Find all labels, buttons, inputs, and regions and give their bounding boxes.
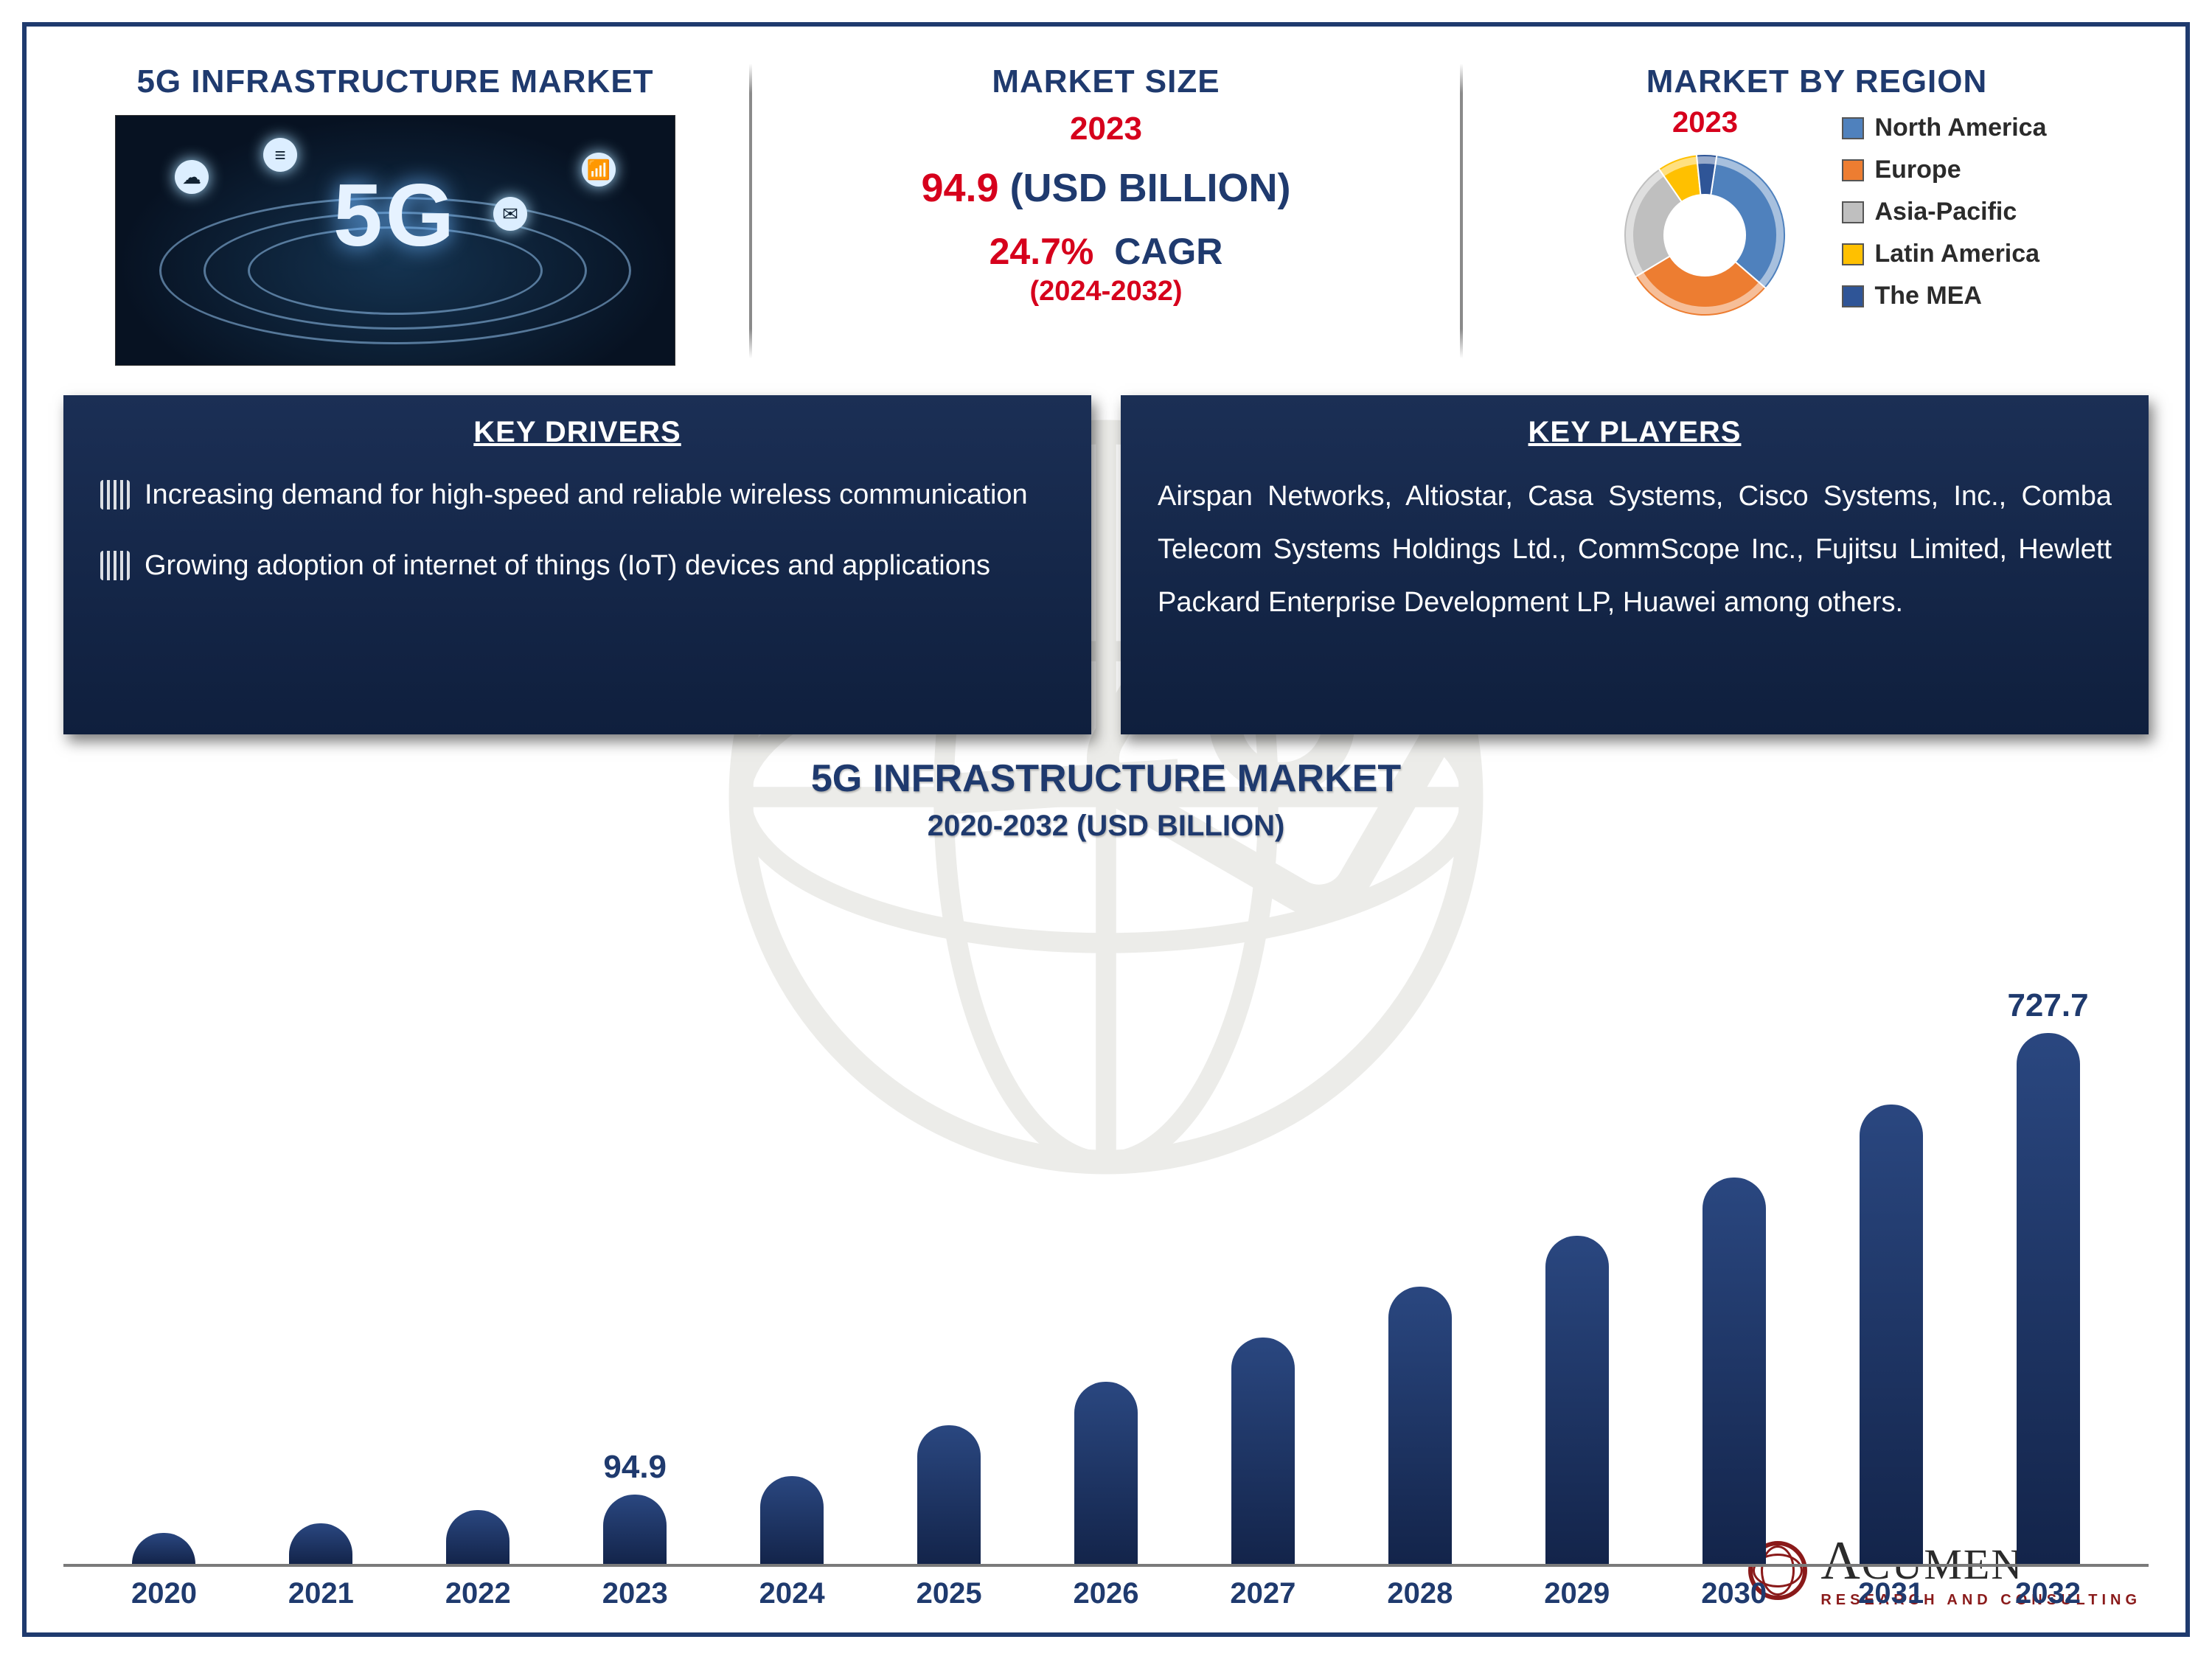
bar	[1388, 1287, 1452, 1564]
bar-column	[1655, 867, 1812, 1564]
bar	[446, 1510, 509, 1564]
xaxis-label: 2026	[1028, 1577, 1185, 1610]
bar-column	[1341, 867, 1498, 1564]
xaxis-label: 2024	[714, 1577, 871, 1610]
bar-value-label: 94.9	[603, 1449, 667, 1486]
legend-item: The MEA	[1842, 282, 2046, 310]
xaxis-label: 2025	[871, 1577, 1028, 1610]
bar	[1231, 1338, 1295, 1564]
driver-item: Increasing demand for high-speed and rel…	[100, 470, 1054, 520]
legend-item: Latin America	[1842, 240, 2046, 268]
players-text: Airspan Networks, Altiostar, Casa System…	[1158, 470, 2112, 630]
bar-column	[714, 867, 871, 1564]
bar-chart-section: 5G INFRASTRUCTURE MARKET 2020-2032 (USD …	[63, 757, 2149, 1610]
bar	[2017, 1033, 2080, 1564]
legend-label: North America	[1874, 114, 2046, 142]
xaxis-label: 2027	[1184, 1577, 1341, 1610]
panel-key-drivers: KEY DRIVERS Increasing demand for high-s…	[63, 395, 1091, 734]
xaxis-label: 2028	[1341, 1577, 1498, 1610]
panel-title-drivers: KEY DRIVERS	[100, 416, 1054, 449]
xaxis-label: 2029	[1498, 1577, 1655, 1610]
legend-item: North America	[1842, 114, 2046, 142]
driver-item: Growing adoption of internet of things (…	[100, 540, 1054, 591]
region-legend: North America Europe Asia-Pacific Latin Ame…	[1842, 114, 2046, 310]
panels-row: KEY DRIVERS Increasing demand for high-s…	[63, 395, 2149, 734]
bar-value-label: 727.7	[2007, 987, 2088, 1024]
xaxis-label: 2022	[400, 1577, 557, 1610]
bar	[760, 1476, 824, 1564]
legend-item: Asia-Pacific	[1842, 198, 2046, 226]
bar-column	[871, 867, 1028, 1564]
legend-swatch-icon	[1842, 285, 1864, 307]
hero-5g-image: 5G ☁ 📶 ≡ ✉	[115, 115, 675, 366]
bar-chart-xaxis: 2020202120222023202420252026202720282029…	[63, 1567, 2149, 1610]
column-region: MARKET BY REGION 2023 North America Europ…	[1485, 56, 2149, 380]
legend-label: Europe	[1874, 156, 1961, 184]
bar-column	[1184, 867, 1341, 1564]
market-period: (2024-2032)	[1029, 276, 1182, 307]
xaxis-label: 2031	[1812, 1577, 1969, 1610]
bar	[289, 1523, 352, 1564]
xaxis-label: 2032	[1969, 1577, 2126, 1610]
separator-icon	[1460, 63, 1463, 358]
top-row: 5G INFRASTRUCTURE MARKET 5G ☁ 📶 ≡ ✉ MARK…	[63, 56, 2149, 380]
market-size-value: 94.9 (USD BILLION)	[921, 165, 1290, 211]
donut-chart	[1587, 139, 1823, 331]
panel-title-players: KEY PLAYERS	[1158, 416, 2112, 449]
bar	[603, 1495, 667, 1564]
xaxis-label: 2021	[243, 1577, 400, 1610]
bar-chart-bars: 94.9 727.7	[63, 852, 2149, 1567]
section-title-market: 5G INFRASTRUCTURE MARKET	[136, 63, 653, 100]
legend-item: Europe	[1842, 156, 2046, 184]
bar-column	[1028, 867, 1185, 1564]
bar-column: 727.7	[1969, 867, 2126, 1564]
bar-column	[400, 867, 557, 1564]
xaxis-label: 2023	[557, 1577, 714, 1610]
xaxis-label: 2020	[86, 1577, 243, 1610]
legend-label: Asia-Pacific	[1874, 198, 2017, 226]
xaxis-label: 2030	[1655, 1577, 1812, 1610]
hero-5g-text: 5G	[333, 164, 457, 266]
panel-key-players: KEY PLAYERS Airspan Networks, Altiostar,…	[1121, 395, 2149, 734]
bar-column	[1812, 867, 1969, 1564]
separator-icon	[749, 63, 752, 358]
section-title-region: MARKET BY REGION	[1646, 63, 1988, 100]
legend-swatch-icon	[1842, 201, 1864, 223]
bar-column: 94.9	[557, 867, 714, 1564]
bar	[132, 1533, 195, 1564]
bar-column	[243, 867, 400, 1564]
bar	[1703, 1178, 1766, 1564]
bar-column	[1498, 867, 1655, 1564]
legend-swatch-icon	[1842, 117, 1864, 139]
driver-list: Increasing demand for high-speed and rel…	[100, 470, 1054, 591]
market-size-year: 2023	[1070, 111, 1142, 147]
legend-label: Latin America	[1874, 240, 2039, 268]
bar	[1074, 1382, 1138, 1564]
legend-swatch-icon	[1842, 243, 1864, 265]
column-market-title: 5G INFRASTRUCTURE MARKET 5G ☁ 📶 ≡ ✉	[63, 56, 727, 380]
market-cagr: 24.7% CAGR	[990, 230, 1223, 273]
region-year: 2023	[1672, 106, 1738, 139]
column-market-size: MARKET SIZE 2023 94.9 (USD BILLION) 24.7…	[774, 56, 1438, 380]
legend-swatch-icon	[1842, 159, 1864, 181]
bar	[917, 1425, 981, 1564]
bar-chart-title: 5G INFRASTRUCTURE MARKET 2020-2032 (USD …	[63, 757, 2149, 845]
bar-column	[86, 867, 243, 1564]
section-title-size: MARKET SIZE	[992, 63, 1220, 100]
bar	[1860, 1105, 1923, 1564]
bar	[1545, 1236, 1609, 1564]
infographic-frame: 5G INFRASTRUCTURE MARKET 5G ☁ 📶 ≡ ✉ MARK…	[22, 22, 2190, 1637]
legend-label: The MEA	[1874, 282, 1981, 310]
